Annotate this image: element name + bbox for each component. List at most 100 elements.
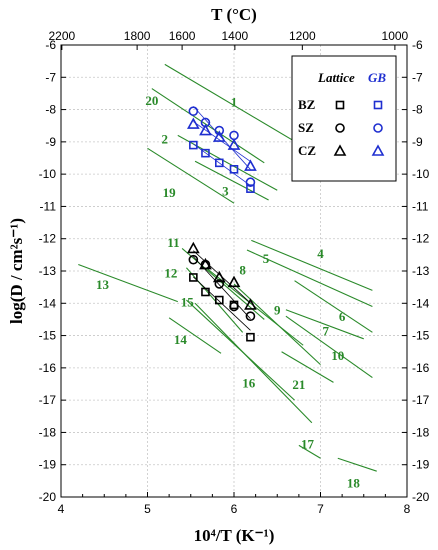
literature-line-19 [147,147,235,204]
literature-line-5 [246,249,373,308]
literature-line-label-6: 6 [339,309,346,324]
legend-marker-gb-cz [371,144,385,156]
y-tick-label-left: -6 [45,38,56,52]
top-tick-label: 2200 [49,29,76,43]
literature-line-7 [285,309,364,340]
data-point-sz-gb [214,125,225,136]
data-point-bz-gb [229,165,239,174]
data-point-sz-lattice [188,254,199,265]
y-tick-label-right: -15 [412,329,430,343]
literature-line-1 [164,63,313,153]
legend-marker-lattice-bz [335,100,345,110]
y-tick-label-left: -8 [45,103,56,117]
data-point-cz-gb [186,117,200,129]
legend-marker-lattice-cz [333,144,347,156]
literature-line-label-5: 5 [263,251,270,266]
literature-line-21 [281,351,334,383]
y-tick-label-right: -8 [412,103,423,117]
data-point-bz-lattice [189,273,198,282]
y-tick-label-left: -14 [39,296,57,310]
y-tick-label-right: -10 [412,167,430,181]
x-tick-label: 4 [58,502,65,516]
data-point-sz-lattice [229,301,239,312]
y-tick-label-right: -11 [412,199,429,213]
x-axis-title: 10⁴/T (K⁻¹) [194,526,275,545]
legend-box [291,55,397,182]
literature-line-16 [194,302,313,424]
literature-line-6 [294,280,373,333]
data-point-sz-lattice [214,279,225,289]
top-tick-label: 1800 [124,29,151,43]
y-tick-label-left: -16 [39,361,57,375]
top-tick-label: 1000 [382,29,409,43]
literature-line-label-20: 20 [145,93,158,108]
data-point-cz-gb [227,138,241,150]
literature-line-3 [194,160,269,201]
literature-line-12 [186,267,244,333]
top-tick-label: 1200 [289,29,316,43]
y-tick-label-right: -20 [412,490,430,504]
y-tick-label-right: -12 [412,232,430,246]
literature-line-label-18: 18 [347,475,361,490]
literature-line-label-4: 4 [317,246,324,261]
y-tick-label-right: -19 [412,458,430,472]
data-point-cz-gb [212,130,226,142]
data-points [186,106,257,342]
y-tick-label-right: -13 [412,264,430,278]
literature-line-17 [298,444,321,459]
y-tick-label-left: -17 [39,393,57,407]
y-tick-label-right: -9 [412,135,423,149]
literature-line-label-21: 21 [292,377,305,392]
literature-line-label-7: 7 [322,324,329,339]
x-tick-label: 5 [144,502,151,516]
literature-line-label-15: 15 [181,295,195,310]
y-tick-label-left: -11 [40,199,57,213]
data-point-cz-lattice [186,241,200,254]
literature-line-label-16: 16 [242,375,256,390]
data-point-cz-lattice [199,257,212,270]
y-tick-label-left: -9 [45,135,56,149]
literature-line-label-14: 14 [174,332,188,347]
y-tick-label-left: -18 [39,425,57,439]
y-tick-label-right: -17 [412,393,430,407]
legend-label-bz: BZ [298,97,316,112]
data-point-bz-lattice [214,295,224,305]
literature-line-18 [337,457,377,472]
literature-line-label-9: 9 [274,303,281,318]
data-point-cz-gb [199,123,212,136]
y-tick-label-left: -12 [39,232,57,246]
data-point-bz-gb [201,148,210,158]
data-point-sz-gb [245,177,256,188]
y-tick-label-left: -19 [39,458,57,472]
y-axis-title: log(D / cm²s⁻¹) [7,218,26,324]
literature-line-label-2: 2 [162,132,169,147]
y-tick-label-left: -7 [45,70,56,84]
data-point-bz-lattice [201,287,210,297]
data-point-bz-lattice [246,332,255,342]
data-point-cz-gb [244,159,257,171]
legend-markers [333,100,385,156]
data-point-bz-gb [214,158,224,168]
literature-line-label-17: 17 [301,437,315,452]
y-tick-label-left: -10 [39,167,57,181]
grid [61,45,407,497]
y-tick-label-right: -7 [412,70,423,84]
legend-marker-lattice-sz [335,123,345,133]
top-tick-label: 1400 [222,29,249,43]
legend-marker-gb-sz [373,123,383,133]
y-tick-label-left: -13 [39,264,57,278]
literature-line-label-13: 13 [96,277,110,292]
legend-title-gb: GB [368,70,386,85]
legend-label-sz: SZ [298,120,314,135]
y-tick-label-left: -15 [39,329,57,343]
data-point-cz-lattice [244,298,257,310]
x-tick-label: 8 [404,502,411,516]
x-tick-label: 6 [231,502,238,516]
literature-line-label-12: 12 [164,266,177,281]
fit-line-bz-gb [193,143,251,186]
literature-line-9 [233,283,321,366]
legend-marker-gb-bz [373,100,383,110]
top-tick-label: 1600 [169,29,196,43]
axes: 4 5 6 7 8-6 -6-7 -7-8 -8-9 -9-10 -10-11 -11-12 -12-… [39,29,430,516]
